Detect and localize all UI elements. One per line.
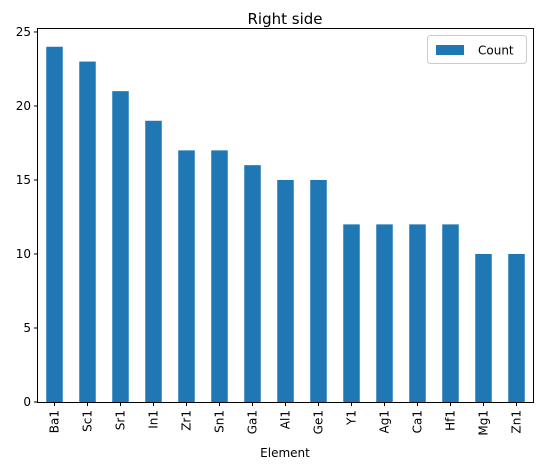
x-axis-label: Element xyxy=(260,446,310,460)
bar-hf1 xyxy=(442,224,459,402)
bar-ca1 xyxy=(409,224,426,402)
legend-box xyxy=(427,35,527,64)
bar-zn1 xyxy=(508,253,525,402)
x-tick-label: Ca1 xyxy=(411,410,425,433)
x-tick-label: Sn1 xyxy=(213,410,227,433)
bar-ga1 xyxy=(244,165,261,402)
x-tick-label: Sc1 xyxy=(81,410,95,432)
x-tick-label: Zr1 xyxy=(180,410,194,431)
y-tick-label: 15 xyxy=(16,173,31,187)
y-tick-label: 0 xyxy=(23,395,31,409)
bar-sn1 xyxy=(211,150,228,402)
y-tick-label: 25 xyxy=(16,25,31,39)
bar-ba1 xyxy=(46,46,63,403)
x-tick-label: Mg1 xyxy=(477,410,491,436)
x-tick-label: Sr1 xyxy=(114,410,128,430)
x-tick-label: Ba1 xyxy=(48,410,62,433)
bar-ge1 xyxy=(310,179,327,402)
bar-y1 xyxy=(343,224,360,402)
y-tick-label: 20 xyxy=(16,99,31,113)
x-axis: Ba1 Sc1 Sr1 In1 Zr1 Sn1 Ga1 Al1 Ge1 Y1 Ag1 Ca1 Hf1 Mg… xyxy=(48,402,524,436)
x-tick-label: Zn1 xyxy=(510,410,524,433)
x-tick-label: Y1 xyxy=(345,410,359,426)
bar-zr1 xyxy=(178,150,195,402)
bar-in1 xyxy=(145,120,162,403)
x-tick-label: Ag1 xyxy=(378,410,392,433)
bar-mg1 xyxy=(475,253,492,402)
x-tick-label: Ga1 xyxy=(246,410,260,434)
y-tick-label: 5 xyxy=(23,321,31,335)
legend-swatch xyxy=(436,45,464,55)
bar-al1 xyxy=(277,179,294,402)
bar-ag1 xyxy=(376,224,393,402)
x-tick-label: Al1 xyxy=(279,410,293,429)
bar-sr1 xyxy=(112,91,129,403)
chart-title: Right side xyxy=(248,10,323,28)
bar-sc1 xyxy=(79,61,96,403)
x-tick-label: In1 xyxy=(147,410,161,429)
x-tick-label: Hf1 xyxy=(444,410,458,431)
y-axis: 0 5 10 15 20 25 xyxy=(16,25,38,409)
bars-group xyxy=(46,46,525,403)
y-tick-label: 10 xyxy=(16,247,31,261)
legend: Count xyxy=(427,35,527,64)
legend-label: Count xyxy=(478,44,514,58)
x-tick-label: Ge1 xyxy=(312,410,326,434)
plot-frame xyxy=(37,28,534,403)
